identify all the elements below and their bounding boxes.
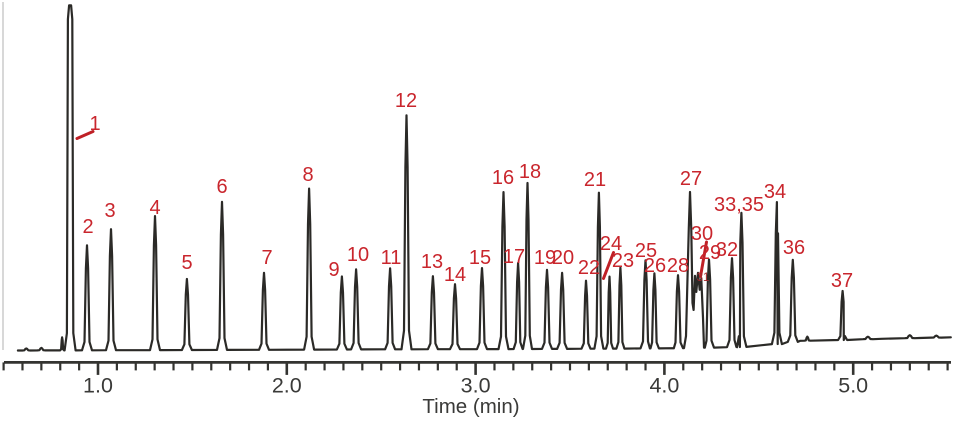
peak-label-3: 3: [104, 200, 115, 222]
peak-label-24: 24: [600, 233, 622, 255]
x-axis-title: Time (min): [422, 395, 519, 418]
peak-label-10: 10: [347, 244, 369, 266]
peak-label-11: 11: [381, 247, 402, 269]
peak-label-18: 18: [519, 161, 541, 183]
peak-label-4: 4: [149, 197, 160, 219]
peak-label-17: 17: [503, 246, 525, 268]
peak-label-2: 2: [82, 216, 93, 238]
peak-label-13: 13: [421, 251, 443, 273]
x-tick-label-3.0: 3.0: [461, 374, 491, 398]
leader-lines: [75, 130, 708, 280]
peak-label-20: 20: [552, 247, 574, 269]
peak-label-7: 7: [261, 247, 272, 269]
peak-label-36: 36: [783, 237, 805, 259]
peak-label-12: 12: [395, 90, 417, 112]
peak-label-31: 31: [697, 272, 710, 284]
peak-label-14: 14: [444, 264, 466, 286]
x-tick-label-1.0: 1.0: [83, 374, 113, 398]
x-tick-label-2.0: 2.0: [272, 374, 302, 398]
peak-label-19: 19: [534, 247, 556, 269]
x-tick-label-5.0: 5.0: [838, 374, 868, 398]
peak-label-25: 25: [635, 240, 657, 262]
peak-label-23: 23: [612, 250, 634, 272]
x-axis: 1.0 2.0 3.0 4.0 5.0 Time (min): [2, 360, 951, 418]
peak-label-22: 22: [578, 257, 600, 279]
peak-label-16: 16: [492, 167, 514, 189]
peak-label-9: 9: [328, 259, 339, 281]
chromatogram-trace: [16, 4, 952, 352]
peak-label-34: 34: [764, 181, 786, 203]
leader-line-peak-30: [699, 240, 708, 278]
peak-label-8: 8: [302, 164, 313, 186]
peak-label-30: 30: [691, 223, 713, 245]
peak-label-15: 15: [469, 247, 491, 269]
x-tick-label-4.0: 4.0: [649, 374, 679, 398]
peak-label-21: 21: [584, 169, 606, 191]
peak-label-1: 1: [89, 113, 100, 135]
peak-label-6: 6: [216, 176, 227, 198]
peak-label-27: 27: [680, 168, 702, 190]
leader-line-peak-1: [75, 130, 95, 140]
peak-label-32: 32: [716, 239, 738, 261]
peak-label-37: 37: [831, 270, 853, 292]
peak-label-33,35: 33,35: [714, 194, 764, 216]
peak-label-5: 5: [181, 252, 192, 274]
leader-line-peak-24: [602, 251, 615, 280]
peak-label-28: 28: [667, 255, 689, 277]
peak-label-29: 29: [699, 242, 721, 264]
peak-label-26: 26: [644, 255, 666, 277]
